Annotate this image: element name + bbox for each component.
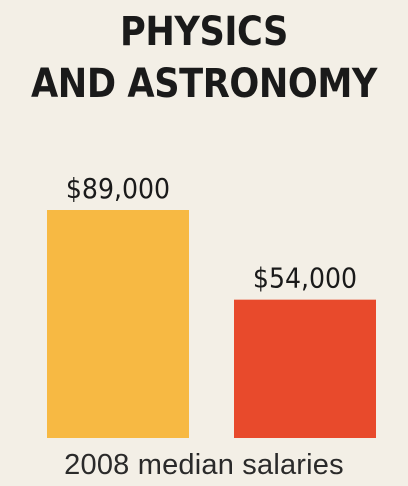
title-line-1: PHYSICS (120, 9, 288, 55)
chart-caption: 2008 median salaries (64, 449, 344, 481)
bar-value-label-1: $89,000 (66, 173, 170, 206)
bar-value-label-2: $54,000 (253, 262, 357, 295)
bar-1 (47, 210, 189, 438)
title-line-2: AND ASTRONOMY (30, 61, 377, 107)
bar-2 (234, 299, 376, 438)
chart-title: PHYSICS AND ASTRONOMY (24, 6, 383, 110)
